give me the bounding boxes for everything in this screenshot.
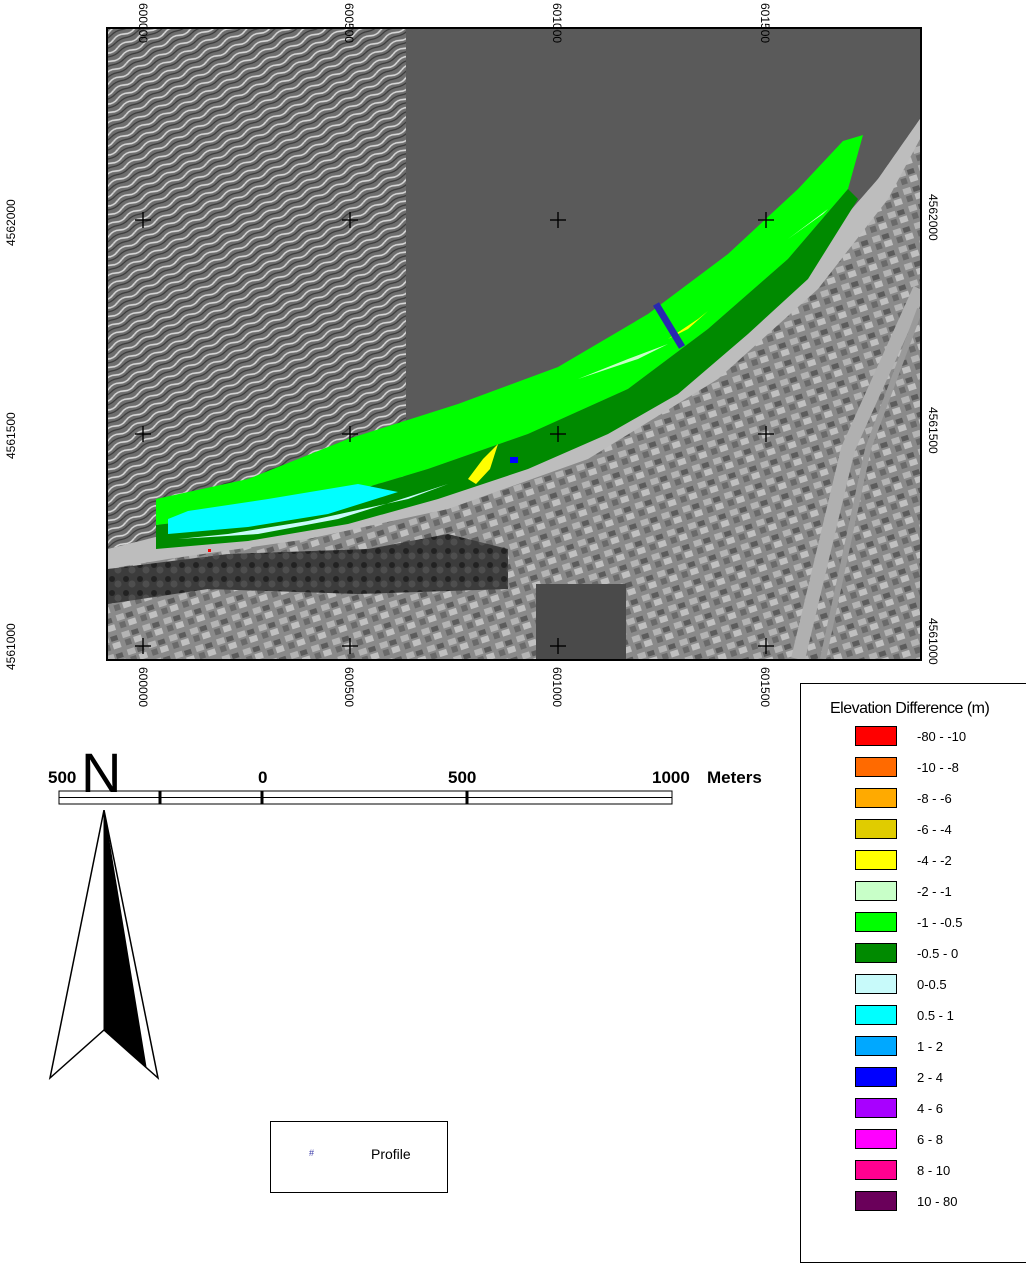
legend-swatch	[855, 850, 897, 870]
x-tick-bottom-1: 600000	[136, 667, 150, 708]
legend-label: -1 - -0.5	[917, 915, 963, 930]
plus-cross-icon	[758, 212, 774, 228]
legend-swatch	[855, 943, 897, 963]
legend-swatch	[855, 974, 897, 994]
plus-cross-icon	[342, 212, 358, 228]
elevation-diff-yellow	[468, 444, 498, 484]
elevation-diff-blue	[510, 457, 518, 463]
legend-swatch	[855, 1005, 897, 1025]
profile-symbol: #	[309, 1148, 315, 1158]
scale-units: Meters	[707, 768, 762, 787]
legend-label: 0-0.5	[917, 977, 947, 992]
legend-swatch	[855, 788, 897, 808]
legend-swatch	[855, 1160, 897, 1180]
scale-label-1: 500	[48, 768, 77, 787]
tree-band	[108, 534, 508, 604]
y-tick-right-1: 4562000	[926, 194, 940, 241]
elevation-diff-band	[156, 135, 863, 525]
beach	[108, 119, 920, 569]
x-tick-bottom-3: 601000	[550, 667, 564, 708]
y-tick-left-2: 4561500	[4, 412, 18, 459]
legend-swatch	[855, 1036, 897, 1056]
pond	[536, 584, 626, 659]
legend-title: Elevation Difference (m)	[830, 700, 990, 717]
legend-label: 8 - 10	[917, 1163, 951, 1178]
x-tick-top-3: 601000	[550, 3, 564, 44]
legend-label: -0.5 - 0	[917, 946, 959, 961]
scale-bar: 500 0 500 1000	[48, 768, 690, 808]
x-tick-top-2: 600500	[342, 3, 356, 44]
elevation-diff-cyan	[168, 484, 398, 534]
legend-label: -4 - -2	[917, 853, 952, 868]
plus-cross-icon	[135, 638, 151, 654]
x-tick-top-1: 600000	[136, 3, 150, 44]
grid-crosses	[135, 212, 774, 654]
scale-label-4: 1000	[652, 768, 690, 787]
legend-label: -8 - -6	[917, 791, 952, 806]
y-tick-right-3: 4561000	[926, 618, 940, 665]
plus-cross-icon	[550, 426, 566, 442]
plus-cross-icon	[550, 638, 566, 654]
north-letter: N	[81, 741, 122, 804]
legend-label: 0.5 - 1	[917, 1008, 954, 1023]
plus-cross-icon	[758, 638, 774, 654]
highway	[791, 286, 920, 659]
legend-label: -6 - -4	[917, 822, 952, 837]
scale-label-3: 500	[448, 768, 477, 787]
profile-legend: # Profile	[270, 1121, 448, 1193]
legend-swatch	[855, 881, 897, 901]
y-tick-left-1: 4562000	[4, 199, 18, 246]
legend-label: 1 - 2	[917, 1039, 944, 1054]
legend-swatch	[855, 912, 897, 932]
scale-bar-graphic	[58, 790, 673, 805]
plus-cross-icon	[342, 426, 358, 442]
elevation-diff-red	[208, 549, 211, 552]
elevation-diff-pale	[578, 344, 668, 379]
x-tick-bottom-2: 600500	[342, 667, 356, 708]
legend-label: -10 - -8	[917, 760, 959, 775]
plus-cross-icon	[342, 638, 358, 654]
legend-label: -80 - -10	[917, 729, 967, 744]
legend-label: -2 - -1	[917, 884, 952, 899]
legend-label: 2 - 4	[917, 1070, 944, 1085]
profile-line	[653, 302, 685, 349]
legend-label: 6 - 8	[917, 1132, 944, 1147]
legend-swatch	[855, 1191, 897, 1211]
legend-swatch	[855, 1098, 897, 1118]
legend-label: 4 - 6	[917, 1101, 944, 1116]
north-arrow: N	[38, 740, 168, 1081]
elevation-legend: Elevation Difference (m) -80 - -10 -10 - …	[800, 683, 1026, 1263]
profile-label: Profile	[371, 1146, 411, 1162]
y-tick-left-3: 4561000	[4, 623, 18, 670]
legend-swatch	[855, 757, 897, 777]
highway-ramp	[820, 307, 920, 659]
legend-swatch	[855, 726, 897, 746]
map-frame[interactable]	[106, 27, 922, 661]
legend-swatch	[855, 1129, 897, 1149]
plus-cross-icon	[135, 212, 151, 228]
x-tick-top-4: 601500	[758, 3, 772, 44]
plus-cross-icon	[550, 212, 566, 228]
north-arrow-icon	[48, 810, 160, 1081]
legend-label: 10 - 80	[917, 1194, 958, 1209]
plus-cross-icon	[758, 426, 774, 442]
scale-label-2: 0	[258, 768, 268, 787]
plus-cross-icon	[135, 426, 151, 442]
x-tick-bottom-4: 601500	[758, 667, 772, 708]
y-tick-right-2: 4561500	[926, 407, 940, 454]
legend-swatch	[855, 819, 897, 839]
aerial-map[interactable]	[108, 29, 920, 659]
legend-swatch	[855, 1067, 897, 1087]
